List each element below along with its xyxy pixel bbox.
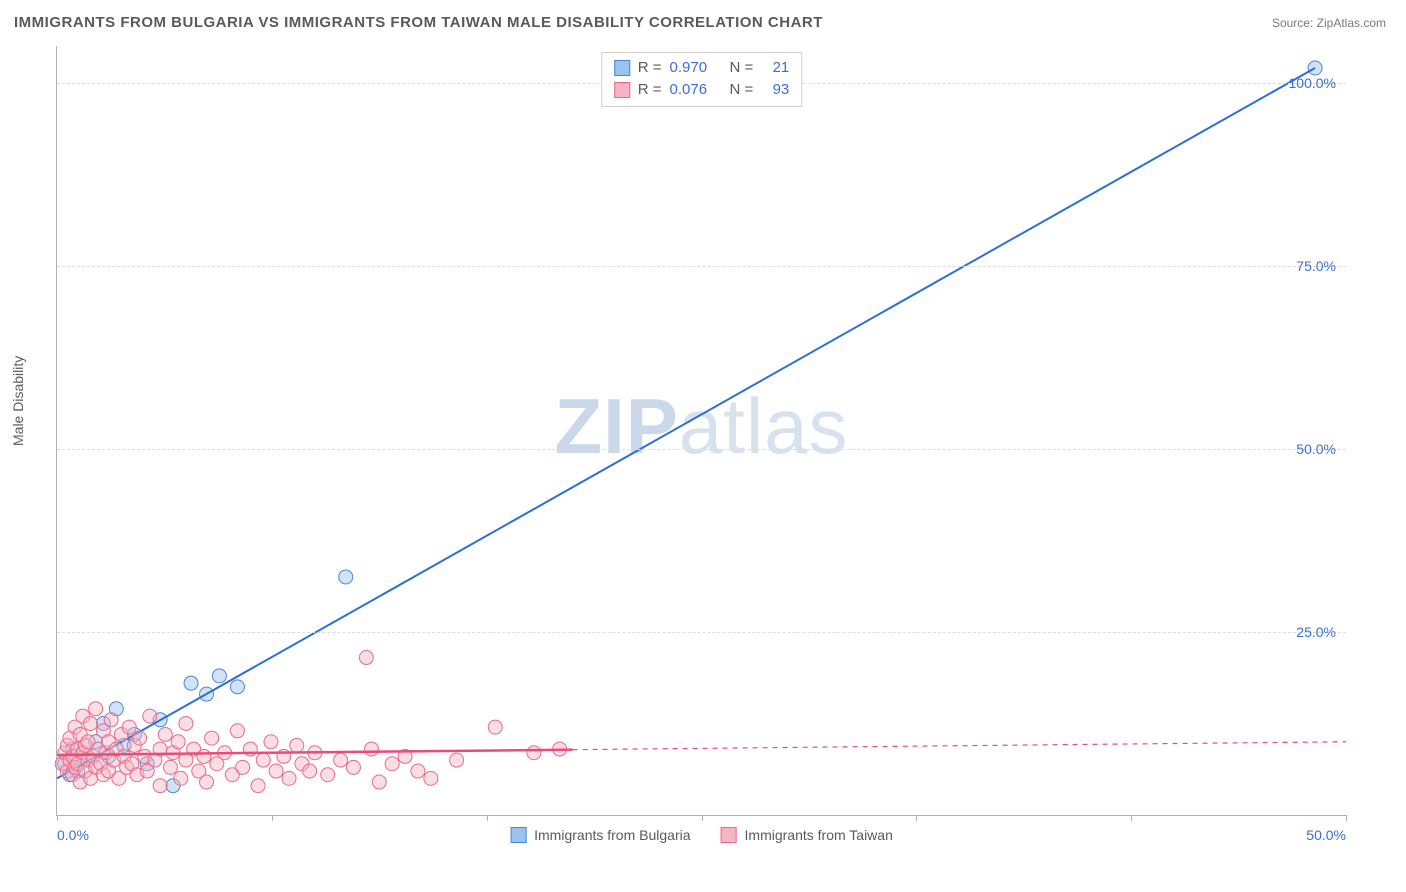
chart-title: IMMIGRANTS FROM BULGARIA VS IMMIGRANTS F… xyxy=(14,14,823,31)
legend-label-bulgaria: Immigrants from Bulgaria xyxy=(534,827,690,843)
plot-area: ZIPatlas R = 0.970 N = 21 R = 0.076 N = … xyxy=(56,46,1346,816)
correlation-legend: R = 0.970 N = 21 R = 0.076 N = 93 xyxy=(601,52,803,107)
gridline xyxy=(57,266,1346,267)
chart-svg xyxy=(57,46,1346,815)
x-tick xyxy=(487,815,488,821)
r-value-taiwan: 0.076 xyxy=(670,79,722,101)
swatch-bulgaria xyxy=(614,60,630,76)
r-value-bulgaria: 0.970 xyxy=(670,57,722,79)
gridline xyxy=(57,449,1346,450)
y-tick-label: 25.0% xyxy=(1296,624,1336,640)
swatch-taiwan-icon xyxy=(721,827,737,843)
x-tick xyxy=(57,815,58,821)
series-legend: Immigrants from Bulgaria Immigrants from… xyxy=(510,827,893,843)
legend-row-bulgaria: R = 0.970 N = 21 xyxy=(614,57,790,79)
gridline xyxy=(57,632,1346,633)
x-tick xyxy=(702,815,703,821)
source-attribution: Source: ZipAtlas.com xyxy=(1272,16,1386,30)
swatch-taiwan xyxy=(614,82,630,98)
x-tick xyxy=(272,815,273,821)
x-tick xyxy=(1346,815,1347,821)
n-value-taiwan: 93 xyxy=(761,79,789,101)
legend-item-bulgaria: Immigrants from Bulgaria xyxy=(510,827,690,843)
n-label: N = xyxy=(730,79,754,101)
n-label: N = xyxy=(730,57,754,79)
x-tick xyxy=(916,815,917,821)
x-tick-label-max: 50.0% xyxy=(1306,827,1346,843)
r-label: R = xyxy=(638,79,662,101)
n-value-bulgaria: 21 xyxy=(761,57,789,79)
swatch-bulgaria-icon xyxy=(510,827,526,843)
y-axis-label: Male Disability xyxy=(10,356,26,446)
legend-row-taiwan: R = 0.076 N = 93 xyxy=(614,79,790,101)
legend-label-taiwan: Immigrants from Taiwan xyxy=(745,827,893,843)
y-tick-label: 75.0% xyxy=(1296,258,1336,274)
r-label: R = xyxy=(638,57,662,79)
y-tick-label: 100.0% xyxy=(1289,75,1336,91)
y-tick-label: 50.0% xyxy=(1296,441,1336,457)
x-tick xyxy=(1131,815,1132,821)
legend-item-taiwan: Immigrants from Taiwan xyxy=(721,827,893,843)
x-tick-label-min: 0.0% xyxy=(57,827,89,843)
